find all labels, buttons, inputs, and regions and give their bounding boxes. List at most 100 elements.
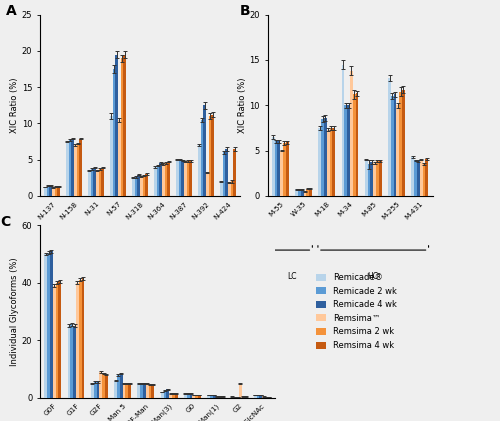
Bar bbox=[53, 285, 56, 398]
Text: C: C bbox=[0, 215, 10, 229]
Bar bbox=[239, 384, 242, 398]
Legend: Remicade®, Remicade 2 wk, Remicade 4 wk, Remsima™, Remsima 2 wk, Remsima 4 wk: Remicade®, Remicade 2 wk, Remicade 4 wk,… bbox=[314, 271, 400, 352]
Bar bbox=[324, 118, 327, 196]
Bar bbox=[190, 394, 192, 398]
Bar bbox=[280, 150, 283, 196]
Bar bbox=[347, 105, 350, 196]
Bar bbox=[66, 141, 69, 196]
Bar bbox=[168, 162, 170, 196]
Bar bbox=[126, 384, 128, 398]
Bar bbox=[162, 164, 164, 196]
Bar bbox=[206, 173, 208, 196]
Bar bbox=[368, 164, 370, 196]
Bar bbox=[216, 397, 218, 398]
Bar bbox=[414, 160, 417, 196]
Bar bbox=[208, 395, 210, 398]
Bar bbox=[233, 149, 236, 196]
Bar bbox=[226, 149, 228, 196]
Bar bbox=[143, 384, 146, 398]
Y-axis label: XIC Ratio (%): XIC Ratio (%) bbox=[10, 77, 19, 133]
Bar bbox=[262, 397, 265, 398]
Bar bbox=[304, 191, 306, 196]
Bar bbox=[118, 120, 120, 196]
Bar bbox=[102, 373, 105, 398]
Bar bbox=[54, 187, 58, 196]
Bar bbox=[112, 69, 116, 196]
Bar bbox=[192, 395, 195, 398]
Text: B: B bbox=[240, 4, 250, 18]
Bar bbox=[265, 397, 268, 398]
Bar bbox=[256, 395, 260, 398]
Bar bbox=[283, 143, 286, 196]
Bar bbox=[391, 96, 394, 196]
Bar bbox=[148, 385, 152, 398]
Text: LC: LC bbox=[58, 272, 68, 281]
Bar bbox=[417, 161, 420, 196]
Bar bbox=[105, 375, 108, 398]
Bar bbox=[44, 187, 47, 196]
Bar bbox=[172, 394, 174, 398]
Bar bbox=[286, 142, 288, 196]
Bar bbox=[102, 168, 104, 196]
Bar bbox=[166, 389, 169, 398]
Bar bbox=[274, 141, 278, 196]
Bar bbox=[138, 384, 140, 398]
Bar bbox=[318, 128, 321, 196]
Bar bbox=[156, 165, 160, 196]
Bar bbox=[96, 382, 100, 398]
Bar bbox=[94, 382, 96, 398]
Bar bbox=[138, 175, 140, 196]
Bar bbox=[295, 189, 298, 196]
Bar bbox=[342, 64, 344, 196]
Bar bbox=[242, 397, 244, 398]
Bar bbox=[56, 283, 58, 398]
Bar bbox=[350, 71, 353, 196]
Text: HC: HC bbox=[368, 272, 378, 281]
Bar bbox=[344, 105, 347, 196]
Bar bbox=[98, 169, 102, 196]
Y-axis label: XIC Ratio (%): XIC Ratio (%) bbox=[238, 77, 246, 133]
Bar bbox=[44, 254, 47, 398]
Bar bbox=[169, 394, 172, 398]
Bar bbox=[300, 189, 304, 196]
Bar bbox=[426, 159, 428, 196]
Bar bbox=[420, 160, 422, 196]
Bar bbox=[128, 384, 131, 398]
Bar bbox=[140, 384, 143, 398]
Bar bbox=[140, 176, 142, 196]
Bar bbox=[110, 116, 112, 196]
Bar bbox=[174, 394, 178, 398]
Bar bbox=[161, 392, 164, 398]
Bar bbox=[234, 397, 236, 398]
Bar bbox=[152, 385, 154, 398]
Bar bbox=[306, 189, 309, 196]
Bar bbox=[356, 93, 358, 196]
Bar bbox=[184, 162, 186, 196]
Bar bbox=[208, 116, 211, 196]
Bar bbox=[195, 395, 198, 398]
Bar bbox=[132, 178, 134, 196]
Bar bbox=[80, 139, 82, 196]
Bar bbox=[230, 397, 234, 398]
Bar bbox=[370, 162, 373, 196]
Bar bbox=[114, 381, 117, 398]
Bar bbox=[278, 141, 280, 196]
Bar bbox=[176, 160, 178, 196]
Bar bbox=[120, 373, 122, 398]
Bar bbox=[422, 164, 426, 196]
Bar bbox=[96, 171, 98, 196]
Bar bbox=[160, 163, 162, 196]
Bar bbox=[210, 395, 213, 398]
Bar bbox=[50, 186, 52, 196]
Bar bbox=[330, 128, 332, 196]
Bar bbox=[213, 395, 216, 398]
Bar bbox=[74, 145, 76, 196]
Bar bbox=[76, 283, 79, 398]
Bar bbox=[400, 92, 402, 196]
Bar bbox=[211, 115, 214, 196]
Bar bbox=[58, 187, 60, 196]
Text: A: A bbox=[6, 4, 16, 18]
Bar bbox=[91, 169, 94, 196]
Bar bbox=[182, 160, 184, 196]
Bar bbox=[222, 397, 224, 398]
